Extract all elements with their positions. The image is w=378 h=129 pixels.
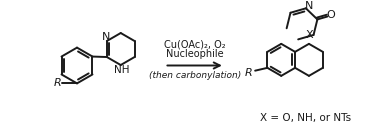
Text: (then carbonylation): (then carbonylation) <box>149 71 241 80</box>
Text: R: R <box>245 68 253 78</box>
Text: R: R <box>53 78 61 88</box>
Text: N: N <box>305 1 313 11</box>
Text: X: X <box>306 30 314 40</box>
Text: X = O, NH, or NTs: X = O, NH, or NTs <box>260 113 351 123</box>
Text: Nucleophile: Nucleophile <box>166 49 223 59</box>
Text: NH: NH <box>114 65 129 75</box>
Text: Cu(OAc)₂, O₂: Cu(OAc)₂, O₂ <box>164 40 225 50</box>
Text: O: O <box>327 10 335 21</box>
Text: N: N <box>102 32 110 42</box>
